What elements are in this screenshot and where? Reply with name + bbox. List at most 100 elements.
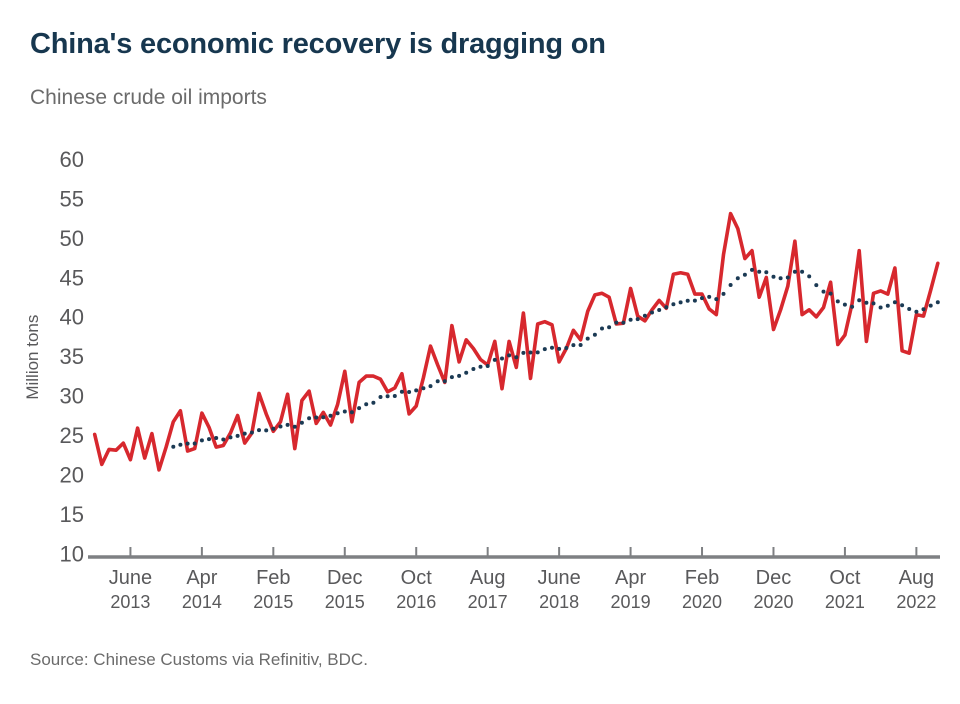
trend-dot (564, 346, 569, 350)
x-tick-label-month: Apr (615, 567, 646, 589)
trend-dot (728, 283, 733, 287)
trend-dot (700, 296, 704, 301)
trend-dot (221, 437, 226, 442)
trend-dot (321, 415, 326, 420)
trend-dot (178, 442, 183, 447)
x-tick-label-month: June (109, 567, 152, 589)
x-tick-label-year: 2022 (896, 592, 936, 612)
trend-dot (585, 336, 590, 341)
trend-dot (507, 353, 512, 358)
trend-dot (257, 428, 261, 433)
x-tick-label-year: 2021 (825, 592, 865, 612)
trend-dot (800, 269, 805, 274)
trend-dot (442, 379, 447, 384)
trend-dot (714, 297, 719, 302)
y-tick-label: 35 (60, 344, 84, 369)
y-tick-label: 15 (60, 502, 84, 527)
trend-dot (392, 394, 397, 398)
trend-dot (414, 388, 419, 393)
trend-dot (885, 303, 890, 308)
x-tick-label-month: Apr (186, 567, 217, 589)
trend-dot (457, 373, 462, 378)
trend-dot (385, 394, 390, 399)
trend-dot (721, 291, 726, 296)
trend-dot (671, 302, 676, 307)
x-tick-label-month: Dec (756, 567, 792, 589)
trend-dot (685, 298, 690, 303)
trend-dot (328, 413, 333, 418)
x-tick-label-month: Aug (899, 567, 935, 589)
trend-dot (600, 326, 604, 331)
trend-dot (542, 347, 547, 352)
trend-dot (478, 364, 483, 369)
x-tick-label-year: 2016 (396, 592, 436, 612)
trend-dot (185, 441, 190, 446)
trend-dot (249, 430, 254, 435)
trend-dot (914, 309, 919, 314)
trend-dot (228, 435, 233, 440)
trend-dot (378, 395, 383, 399)
trend-dot (242, 431, 247, 436)
trend-dot (214, 436, 219, 440)
trend-dot (821, 289, 826, 294)
y-axis-title: Million tons (23, 315, 42, 400)
trend-dot (792, 269, 797, 274)
trend-dot (550, 345, 554, 350)
x-tick-label-month: June (537, 567, 580, 589)
y-tick-label: 50 (60, 226, 84, 251)
trend-dot (471, 367, 476, 371)
trend-dot (357, 406, 362, 411)
trend-dot (521, 350, 526, 355)
trend-dot (621, 320, 626, 325)
trend-dot (878, 305, 883, 310)
trend-dot (492, 357, 497, 362)
trend-dot (235, 433, 240, 438)
y-tick-label: 45 (60, 265, 84, 290)
trend-dot (264, 428, 269, 433)
trend-dot (778, 276, 783, 281)
trend-dot (292, 424, 297, 429)
trend-dot (199, 438, 204, 443)
trend-dot (785, 275, 790, 280)
trend-dot (614, 320, 619, 325)
source-note: Source: Chinese Customs via Refinitiv, B… (30, 650, 368, 669)
trend-dot (514, 355, 519, 360)
trend-dot (428, 384, 433, 389)
x-tick-label-year: 2014 (182, 592, 222, 612)
trend-dot (735, 276, 740, 281)
trend-dot (692, 298, 697, 303)
trend-dot (571, 343, 576, 348)
chart-subtitle: Chinese crude oil imports (30, 86, 267, 109)
trend-dot (349, 410, 354, 415)
trend-dot (757, 269, 762, 274)
trend-dot (207, 437, 211, 442)
trend-dot (642, 313, 647, 318)
trend-dot (592, 332, 597, 337)
x-tick-label-year: 2018 (539, 592, 579, 612)
y-tick-label: 40 (60, 305, 84, 330)
trend-dot (364, 402, 369, 407)
trend-dot (850, 304, 855, 309)
trend-dot (407, 390, 412, 394)
y-tick-label: 60 (60, 147, 84, 172)
trend-dot (528, 350, 533, 355)
trend-dot (742, 272, 747, 277)
trend-dot (500, 356, 504, 361)
trend-dot (864, 300, 869, 305)
trend-dot (907, 307, 912, 311)
trend-dot (464, 370, 469, 375)
trend-dot (278, 424, 283, 429)
x-tick-label-month: Feb (685, 567, 719, 589)
trend-dot (678, 300, 683, 305)
trend-dot (707, 294, 712, 299)
trend-dot (449, 375, 454, 380)
trend-dot (314, 415, 319, 420)
imports-series-line (92, 211, 940, 472)
trend-dot (271, 426, 276, 431)
trend-dot (485, 364, 490, 368)
chart-title: China's economic recovery is dragging on (30, 28, 606, 60)
x-tick-label-year: 2019 (611, 592, 651, 612)
x-tick-label-year: 2020 (682, 592, 722, 612)
y-tick-label: 20 (60, 462, 84, 487)
trend-dot (935, 300, 940, 305)
